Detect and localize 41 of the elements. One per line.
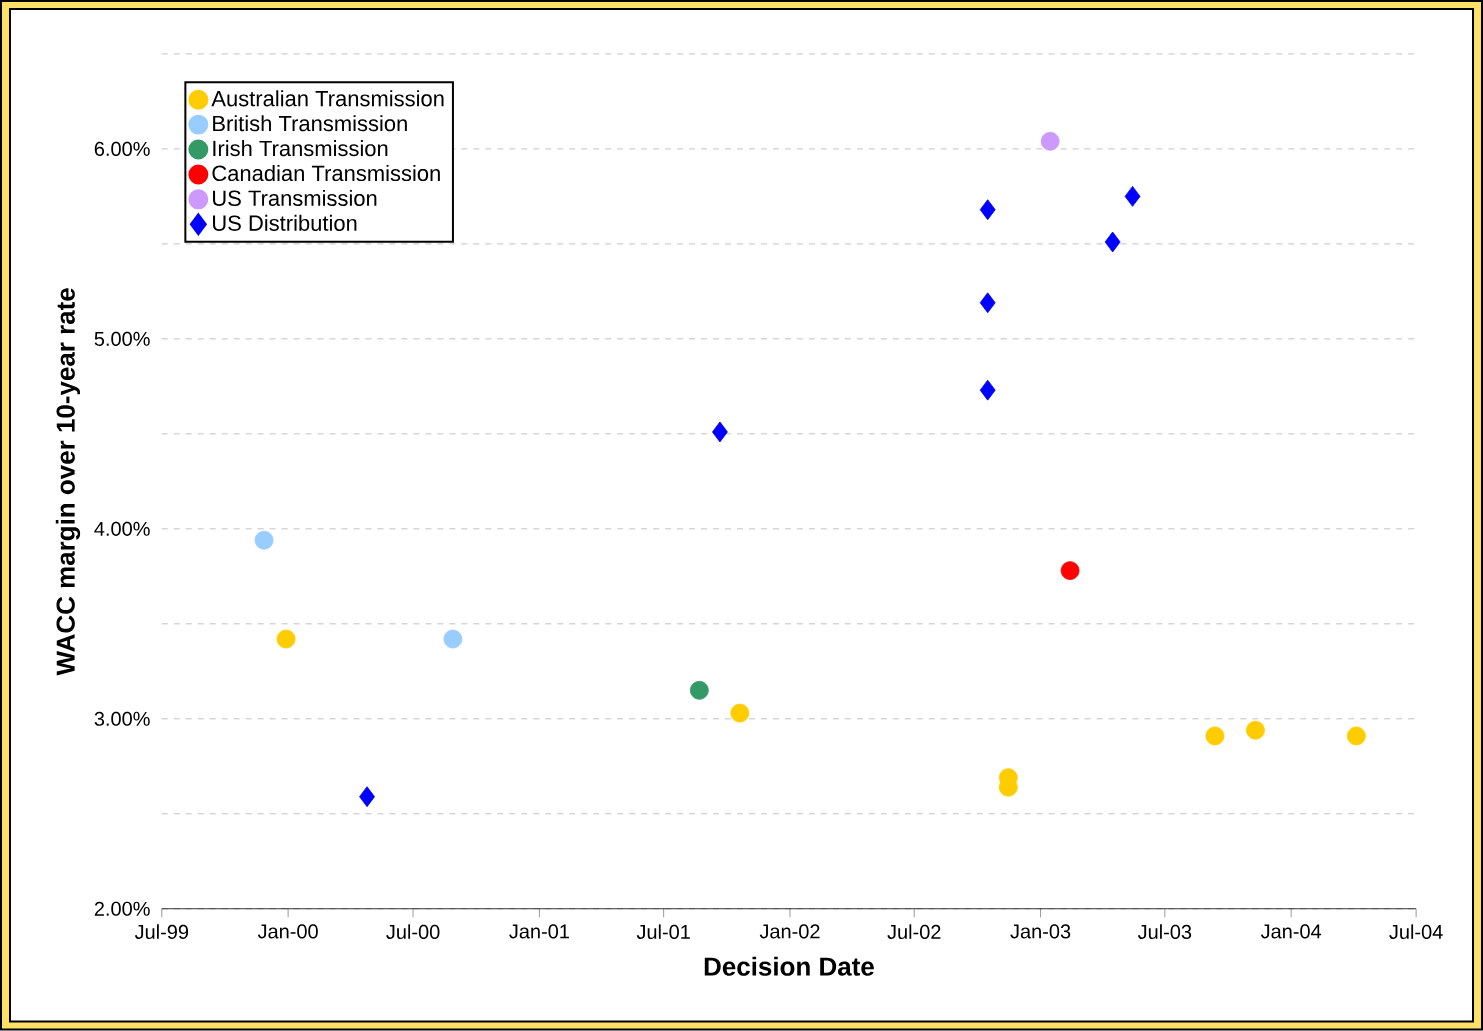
legend-label: Canadian Transmission (212, 165, 440, 182)
point (359, 786, 375, 808)
legend-label: British Transmission (213, 115, 407, 132)
point (979, 292, 996, 314)
point (712, 421, 728, 443)
legend-label: US Distribution (213, 215, 357, 232)
y-tick-label: 2.00% (94, 901, 150, 917)
y-axis-title: WACC margin over 10-year rate (55, 288, 81, 676)
x-tick-label: Jul-99 (134, 924, 189, 940)
point (979, 199, 996, 221)
point (276, 629, 296, 649)
x-tick-label: Jan-04 (1260, 924, 1322, 939)
x-tick-label: Jan-00 (257, 924, 318, 939)
x-tick-label: Jan-02 (759, 924, 820, 939)
point (443, 629, 463, 649)
x-tick-label: Jul-00 (386, 924, 440, 940)
x-tick-label: Jul-02 (887, 924, 941, 940)
point (730, 703, 750, 723)
point (254, 531, 274, 550)
y-tick-label: 3.00% (94, 711, 150, 727)
point (1346, 726, 1366, 746)
point (1060, 561, 1080, 581)
x-tick-label: Jan-03 (1010, 924, 1071, 939)
x-tick-label: Jan-01 (509, 924, 569, 939)
legend-label: Irish Transmission (213, 140, 388, 157)
point (1246, 721, 1265, 740)
point (1205, 726, 1225, 746)
point (1124, 186, 1141, 207)
y-tick-label: 5.00% (94, 332, 150, 347)
point (689, 681, 709, 700)
legend-label: Australian Transmission (211, 90, 444, 107)
y-tick-label: 6.00% (94, 142, 150, 157)
point (1040, 132, 1060, 151)
x-tick-label: Jul-04 (1389, 924, 1443, 940)
point (1104, 231, 1121, 253)
y-tick-label: 4.00% (94, 521, 150, 537)
x-axis-title: Decision Date (704, 956, 874, 976)
point (979, 379, 996, 401)
legend-label: US Transmission (213, 190, 377, 207)
x-tick-label: Jul-03 (1137, 924, 1192, 940)
x-tick-label: Jul-01 (636, 924, 690, 940)
